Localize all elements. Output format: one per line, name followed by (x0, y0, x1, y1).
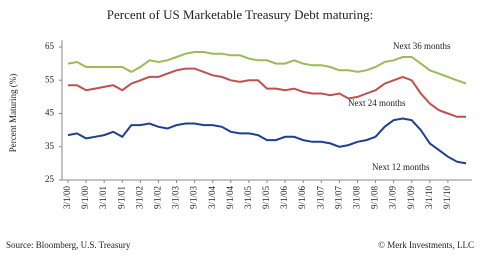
credit: © Merk Investments, LLC (378, 240, 474, 250)
x-tick-label: 3/1/08 (352, 186, 362, 210)
x-tick-label: 3/1/02 (134, 186, 144, 209)
x-tick-label: 9/1/01 (116, 186, 126, 209)
series-line (68, 67, 466, 118)
x-tick-label: 9/1/03 (189, 186, 199, 210)
x-tick-label: 9/1/04 (225, 186, 235, 210)
x-tick-label: 3/1/09 (388, 186, 398, 210)
x-tick-label: 9/1/08 (370, 186, 380, 210)
y-tick-label: 55 (45, 74, 55, 84)
x-tick-label: 9/1/00 (80, 186, 90, 210)
source: Source: Bloomberg, U.S. Treasury (6, 240, 131, 250)
x-tick-label: 9/1/05 (261, 186, 271, 210)
series-label: Next 24 months (348, 98, 406, 108)
x-tick-label: 9/1/02 (153, 186, 163, 209)
x-tick-label: 3/1/07 (315, 186, 325, 210)
x-tick-label: 9/1/10 (442, 186, 452, 210)
x-tick-label: 3/1/01 (98, 186, 108, 209)
y-tick-label: 45 (45, 108, 55, 118)
x-tick-label: 9/1/07 (333, 186, 343, 210)
x-tick-label: 9/1/06 (297, 186, 307, 210)
y-tick-label: 25 (45, 174, 55, 184)
series-line (67, 117, 467, 165)
chart-title: Percent of US Marketable Treasury Debt m… (107, 7, 373, 22)
x-tick-label: 9/1/09 (406, 186, 416, 210)
x-tick-label: 3/1/03 (171, 186, 181, 210)
x-tick-label: 3/1/10 (424, 186, 434, 210)
y-axis-label: Percent Maturing (%) (8, 74, 18, 152)
x-tick-label: 3/1/00 (62, 186, 72, 210)
y-tick-label: 35 (45, 141, 55, 151)
series-label: Next 12 months (372, 162, 430, 172)
series-line (67, 51, 467, 85)
x-tick-label: 3/1/05 (243, 186, 253, 210)
x-tick-label: 3/1/04 (207, 186, 217, 210)
y-tick-label: 65 (45, 41, 55, 51)
x-tick-label: 3/1/06 (279, 186, 289, 210)
series-label: Next 36 months (393, 41, 451, 51)
